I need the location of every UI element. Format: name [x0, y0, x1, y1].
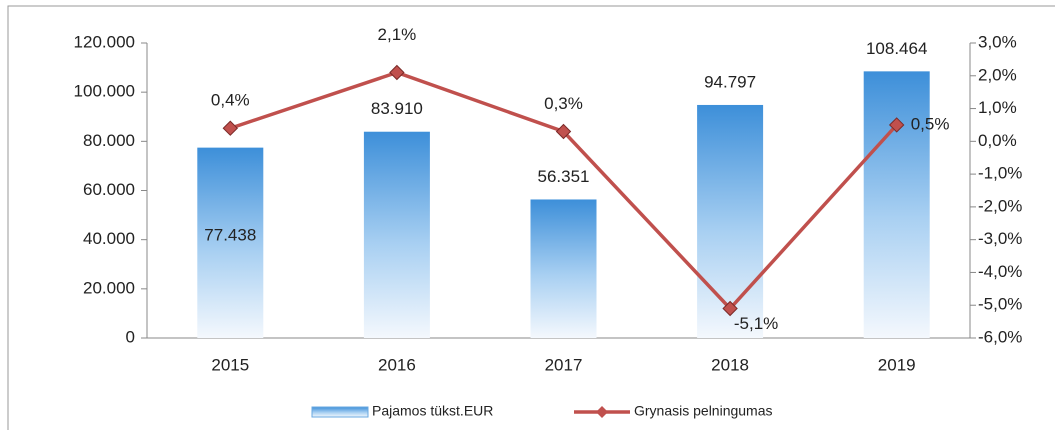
line-value-label: 0,5%	[911, 114, 950, 133]
x-tick-label: 2017	[545, 355, 583, 374]
legend-label: Grynasis pelningumas	[634, 403, 773, 419]
y-tick-label: 20.000	[83, 278, 135, 297]
legend-marker	[596, 406, 608, 418]
y-tick-label: 120.000	[74, 32, 135, 51]
y2-tick-label: 2,0%	[978, 65, 1017, 84]
y2-tick-label: -5,0%	[978, 295, 1022, 314]
x-tick-label: 2018	[711, 355, 749, 374]
x-tick-label: 2016	[378, 355, 416, 374]
line-marker	[222, 120, 239, 136]
y2-tick-label: -1,0%	[978, 164, 1022, 183]
y2-tick-label: 1,0%	[978, 98, 1017, 117]
bar-value-label: 56.351	[538, 167, 590, 186]
legend-swatch	[311, 406, 369, 418]
bar	[863, 71, 930, 338]
y-tick-label: 60.000	[83, 180, 135, 199]
bar-value-label: 77.438	[204, 225, 256, 244]
y2-tick-label: -4,0%	[978, 262, 1022, 281]
bar-value-label: 94.797	[704, 72, 756, 91]
line-value-label: 0,4%	[211, 91, 250, 110]
line-marker	[722, 300, 738, 317]
line-value-label: -5,1%	[734, 314, 778, 333]
x-tick-label: 2019	[878, 355, 916, 374]
bar	[363, 131, 430, 338]
y-tick-label: 80.000	[83, 131, 135, 150]
y-tick-label: 40.000	[83, 229, 135, 248]
y2-tick-label: 3,0%	[978, 32, 1017, 51]
line-marker	[555, 123, 572, 140]
line-value-label: 0,3%	[544, 94, 583, 113]
y2-tick-label: -3,0%	[978, 229, 1022, 248]
bar	[697, 104, 764, 339]
bar	[530, 199, 597, 338]
y-tick-label: 0	[126, 327, 135, 346]
x-tick-label: 2015	[211, 355, 249, 374]
frame	[7, 5, 1055, 430]
line-value-label: 2,1%	[378, 25, 417, 44]
y2-tick-label: -2,0%	[978, 196, 1022, 215]
line-marker	[888, 117, 905, 133]
line-marker	[389, 64, 405, 81]
bar	[197, 147, 264, 338]
bar-value-label: 83.910	[371, 99, 423, 118]
y2-tick-label: 0,0%	[978, 131, 1017, 150]
legend-label: Pajamos tükst.EUR	[372, 403, 493, 419]
y2-tick-label: -6,0%	[978, 327, 1022, 346]
y-tick-label: 100.000	[74, 82, 135, 101]
bar-value-label: 108.464	[866, 39, 927, 58]
